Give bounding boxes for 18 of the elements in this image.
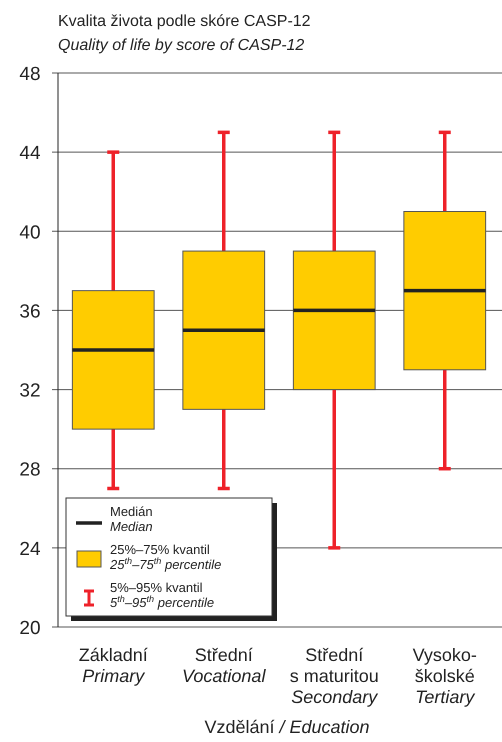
chart-title: Kvalita života podle skóre CASP-12 bbox=[58, 13, 311, 30]
y-tick-label: 40 bbox=[19, 222, 41, 244]
y-tick-label: 20 bbox=[19, 618, 41, 639]
annotation: Medián Median bbox=[110, 504, 153, 534]
y-tick-label: 44 bbox=[19, 143, 41, 164]
y-tick-label: 32 bbox=[19, 380, 41, 402]
y-tick-label: 48 bbox=[19, 64, 41, 85]
chart-subtitle: Quality of life by score of CASP-12 bbox=[58, 37, 304, 54]
y-tick-label: 28 bbox=[19, 460, 41, 481]
x-tick-label: Vysoko- školské Tertiary bbox=[412, 645, 477, 707]
x-tick-label: Střední s maturitou Secondary bbox=[290, 645, 379, 707]
x-axis-title: Vzdělání / Education bbox=[204, 717, 370, 737]
x-tick-label: Základní Primary bbox=[78, 645, 148, 686]
x-tick-label: Střední Vocational bbox=[182, 645, 266, 686]
y-tick-label: 24 bbox=[19, 538, 41, 560]
annotation: 25%–75% kvantil 25$^{th}$–75$^{th}$ percentile bbox=[109, 542, 222, 572]
annotation: 5%–95% kvantil 5$^{th}$–95$^{th}$ percentile bbox=[110, 580, 214, 610]
y-tick-label: 36 bbox=[19, 301, 41, 322]
